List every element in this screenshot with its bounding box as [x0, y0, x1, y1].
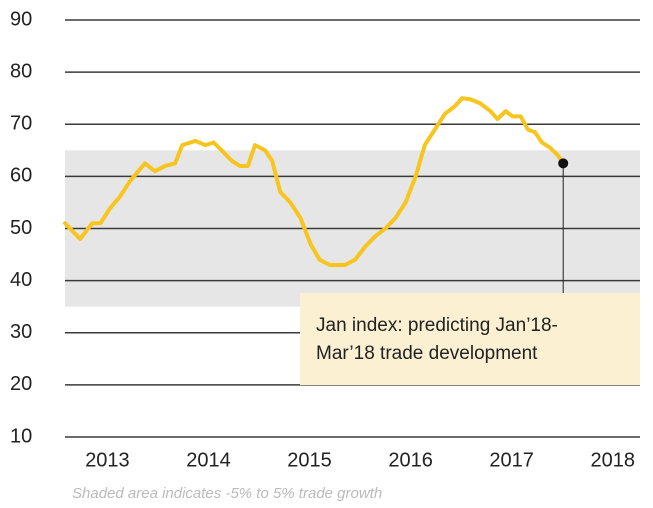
annotation-layer: Jan index: predicting Jan’18- Mar’18 trad… [316, 158, 569, 364]
y-tick-label: 80 [10, 60, 32, 82]
series-line [63, 96, 566, 267]
y-tick-label: 30 [10, 321, 32, 343]
annotation-text: Mar’18 trade development [316, 343, 538, 364]
y-tick-label: 50 [10, 217, 32, 239]
y-tick-label: 60 [10, 165, 32, 187]
x-tick-label: 2018 [590, 449, 635, 471]
y-tick-label: 40 [10, 269, 32, 291]
grid-layer: 10 20 30 40 50 60 70 80 90 2013 2014 2015 2016 2017 20… [10, 8, 640, 471]
annotation-text: Jan index: predicting Jan’18- [316, 315, 558, 336]
x-tick-label: 2015 [287, 449, 332, 471]
annotation-box [300, 293, 640, 385]
footnote: Shaded area indicates -5% to 5% trade gr… [72, 485, 382, 502]
x-tick-label: 2014 [186, 449, 231, 471]
y-tick-label: 90 [10, 8, 32, 30]
y-tick-label: 20 [10, 373, 32, 395]
x-tick-label: 2017 [489, 449, 534, 471]
y-tick-label: 10 [10, 425, 32, 447]
line-layer [63, 96, 566, 267]
annotation-point [558, 158, 569, 169]
x-tick-label: 2013 [85, 449, 130, 471]
x-tick-label: 2016 [388, 449, 433, 471]
y-tick-label: 70 [10, 113, 32, 135]
